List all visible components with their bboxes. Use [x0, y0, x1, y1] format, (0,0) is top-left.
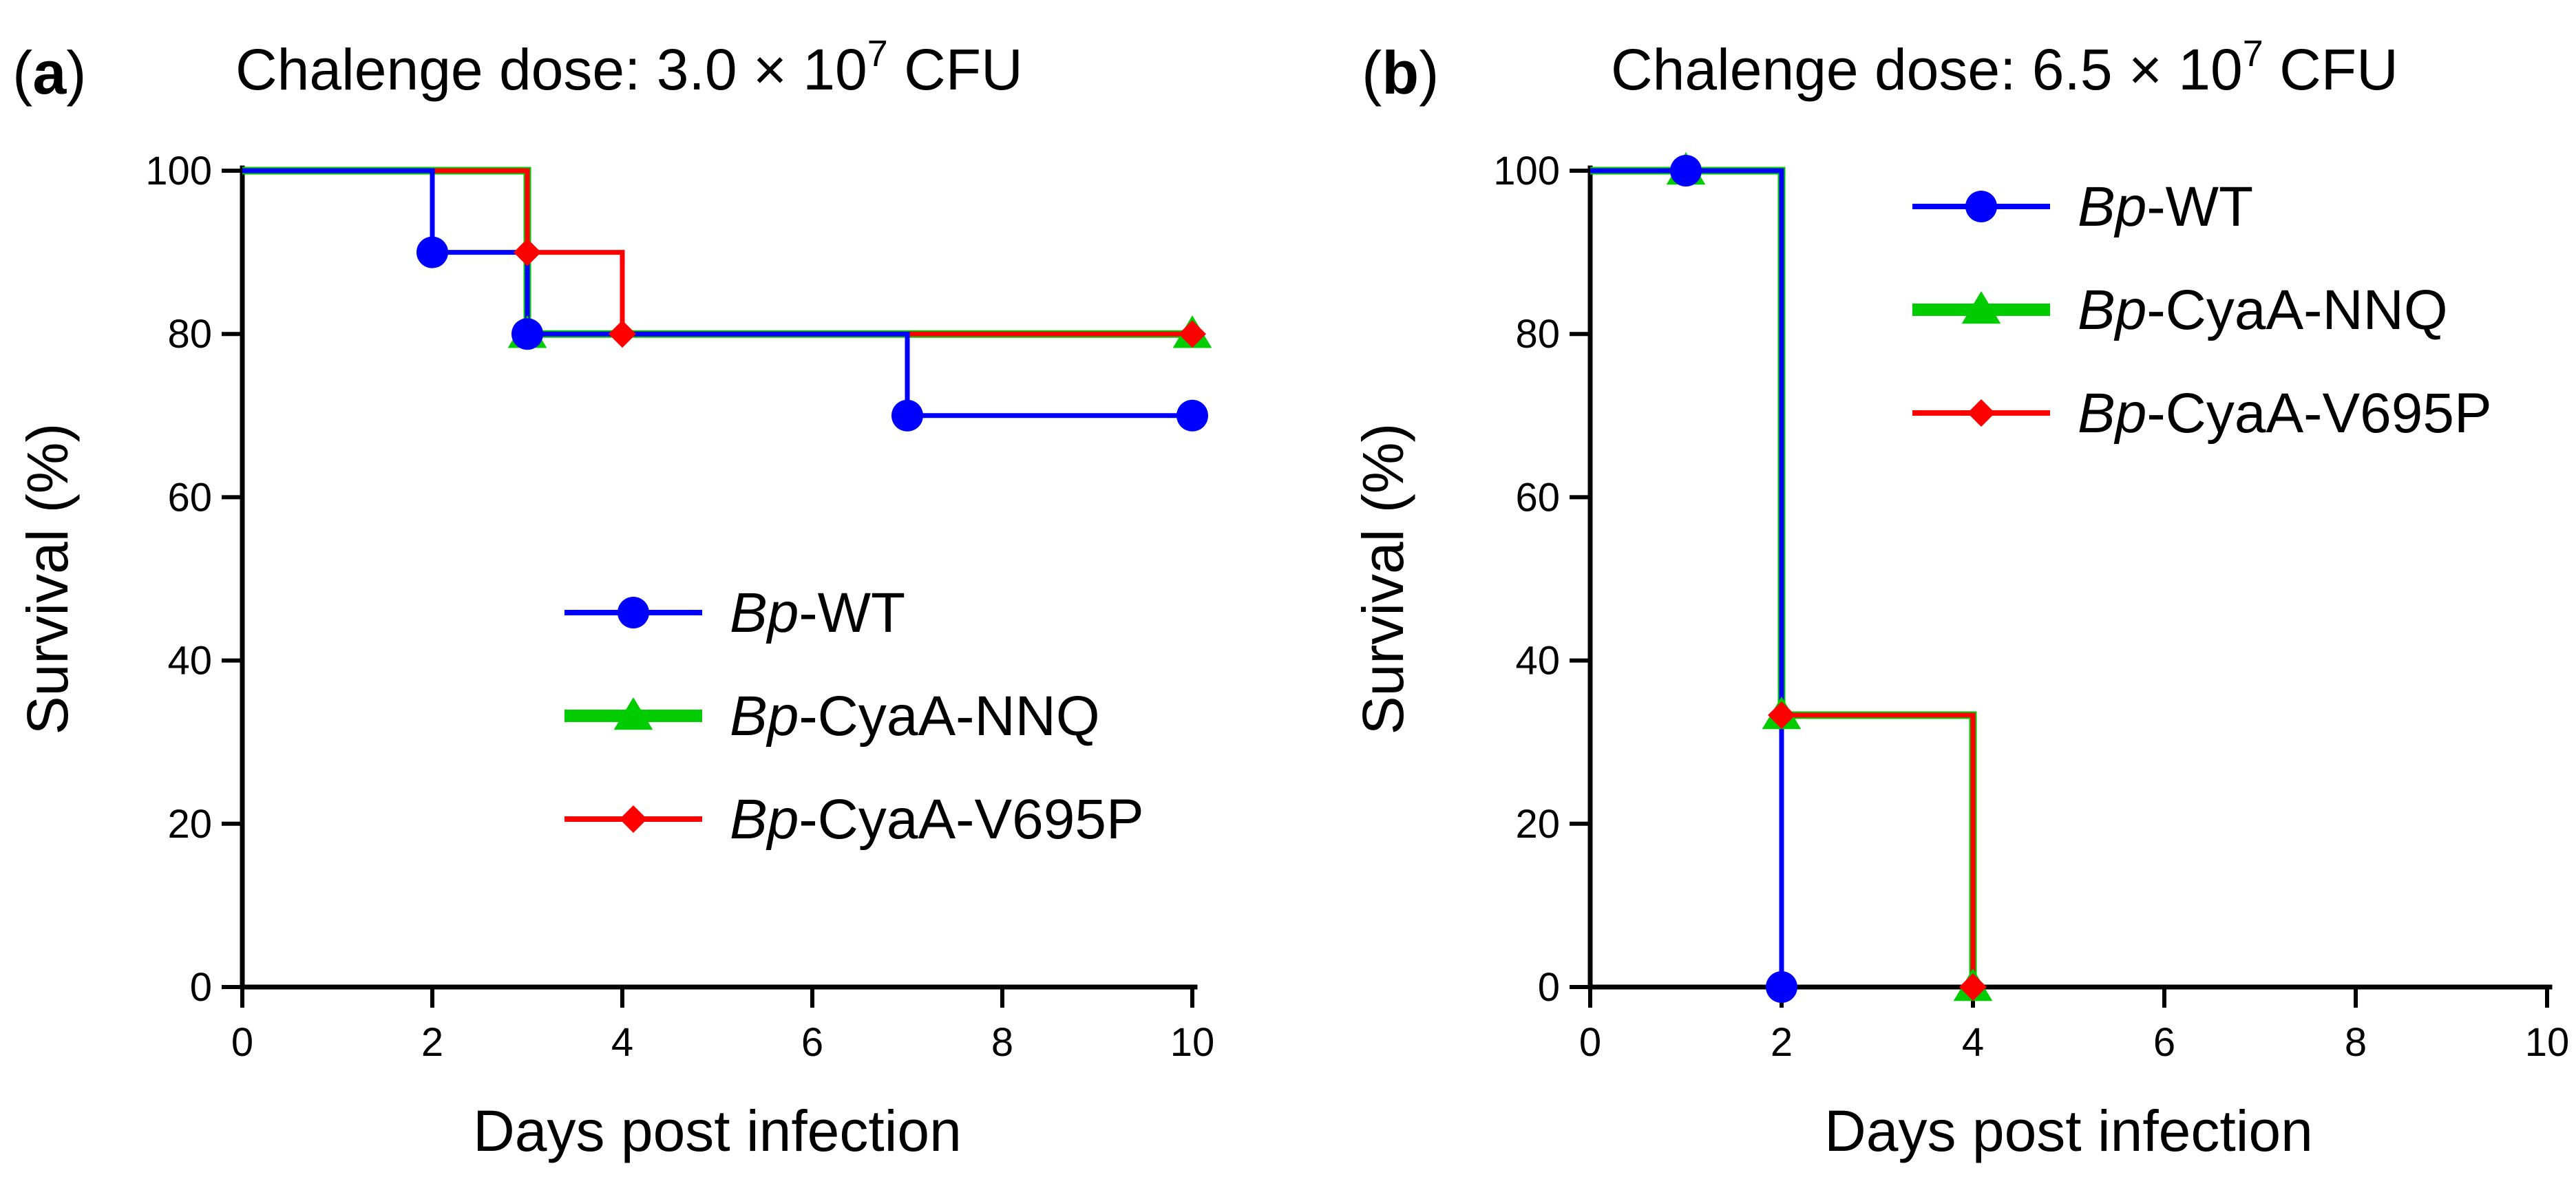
legend-marker-bp-cyaa-v695p: [620, 805, 647, 833]
legend-label: Bp-WT: [730, 582, 905, 644]
series-line-bp-cyaa-v695p: [242, 168, 1192, 337]
y-axis-title: Survival (%): [15, 423, 80, 735]
y-tick-label: 60: [1515, 475, 1560, 520]
panel-label: (b): [1362, 39, 1439, 107]
chart-title: Chalenge dose: 6.5 × 107 CFU: [1611, 33, 2398, 102]
x-tick-label: 6: [2153, 1020, 2175, 1065]
y-axis-title: Survival (%): [1351, 423, 1415, 735]
y-tick-label: 0: [190, 965, 212, 1010]
legend-label: Bp-CyaA-V695P: [730, 788, 1144, 851]
chart-panel-b: (b) Chalenge dose: 6.5 × 107 CFU020406080…: [1351, 33, 2569, 1163]
data-point-bp-wt: [1176, 399, 1208, 432]
y-tick-label: 40: [1515, 639, 1560, 683]
chart-panel-a: (a) Chalenge dose: 3.0 × 107 CFU020406080…: [12, 33, 1214, 1163]
y-tick-label: 100: [1493, 149, 1560, 193]
x-axis-title: Days post infection: [473, 1099, 962, 1163]
data-point-bp-wt: [511, 318, 543, 350]
series-line-bp-wt: [242, 168, 1192, 418]
legend-marker-bp-wt: [1965, 191, 1997, 222]
x-tick-label: 2: [1771, 1020, 1793, 1065]
legend-label: Bp-CyaA-NNQ: [730, 685, 1100, 747]
data-point-bp-wt: [891, 399, 923, 432]
y-tick-label: 40: [167, 639, 212, 683]
data-point-bp-cyaa-v695p: [514, 238, 541, 266]
legend-label: Bp-CyaA-V695P: [2078, 382, 2492, 445]
panel-label: (a): [12, 39, 87, 107]
legend: Bp-WT Bp-CyaA-NNQ Bp-CyaA-V695P: [564, 582, 1144, 851]
x-tick-label: 0: [231, 1020, 253, 1065]
x-axis-title: Days post infection: [1824, 1099, 2313, 1163]
data-point-bp-cyaa-v695p: [1179, 320, 1206, 348]
legend-label: Bp-WT: [2078, 176, 2253, 238]
legend-marker-bp-cyaa-nnq: [1961, 291, 2001, 324]
x-tick-label: 2: [421, 1020, 443, 1065]
x-tick-label: 4: [611, 1020, 633, 1065]
x-tick-label: 8: [991, 1020, 1013, 1065]
legend: Bp-WT Bp-CyaA-NNQ Bp-CyaA-V695P: [1912, 176, 2492, 445]
y-tick-label: 20: [167, 802, 212, 847]
y-tick-label: 80: [1515, 312, 1560, 357]
legend-marker-bp-wt: [617, 597, 649, 628]
y-tick-label: 80: [167, 312, 212, 357]
chart-title: Chalenge dose: 3.0 × 107 CFU: [235, 33, 1023, 102]
series-line-bp-wt: [1590, 168, 1784, 987]
legend-marker-bp-cyaa-v695p: [1967, 399, 1995, 427]
x-tick-label: 10: [1170, 1020, 1215, 1065]
x-tick-label: 10: [2525, 1020, 2570, 1065]
y-tick-label: 0: [1538, 965, 1560, 1010]
data-point-bp-cyaa-v695p: [609, 320, 636, 348]
data-point-bp-cyaa-v695p: [1768, 701, 1795, 730]
x-tick-label: 8: [2345, 1020, 2367, 1065]
data-point-bp-wt: [416, 236, 448, 268]
data-point-bp-wt: [1766, 971, 1797, 1003]
x-tick-label: 4: [1962, 1020, 1984, 1065]
y-tick-label: 60: [167, 475, 212, 520]
legend-marker-bp-cyaa-nnq: [613, 697, 653, 730]
y-tick-label: 100: [145, 149, 212, 193]
data-point-bp-wt: [1670, 155, 1702, 187]
data-point-bp-cyaa-v695p: [1959, 973, 1987, 1001]
x-tick-label: 6: [801, 1020, 823, 1065]
series-line-bp-cyaa-nnq: [242, 167, 1192, 338]
x-tick-label: 0: [1579, 1020, 1601, 1065]
y-tick-label: 20: [1515, 802, 1560, 847]
legend-label: Bp-CyaA-NNQ: [2078, 279, 2448, 341]
